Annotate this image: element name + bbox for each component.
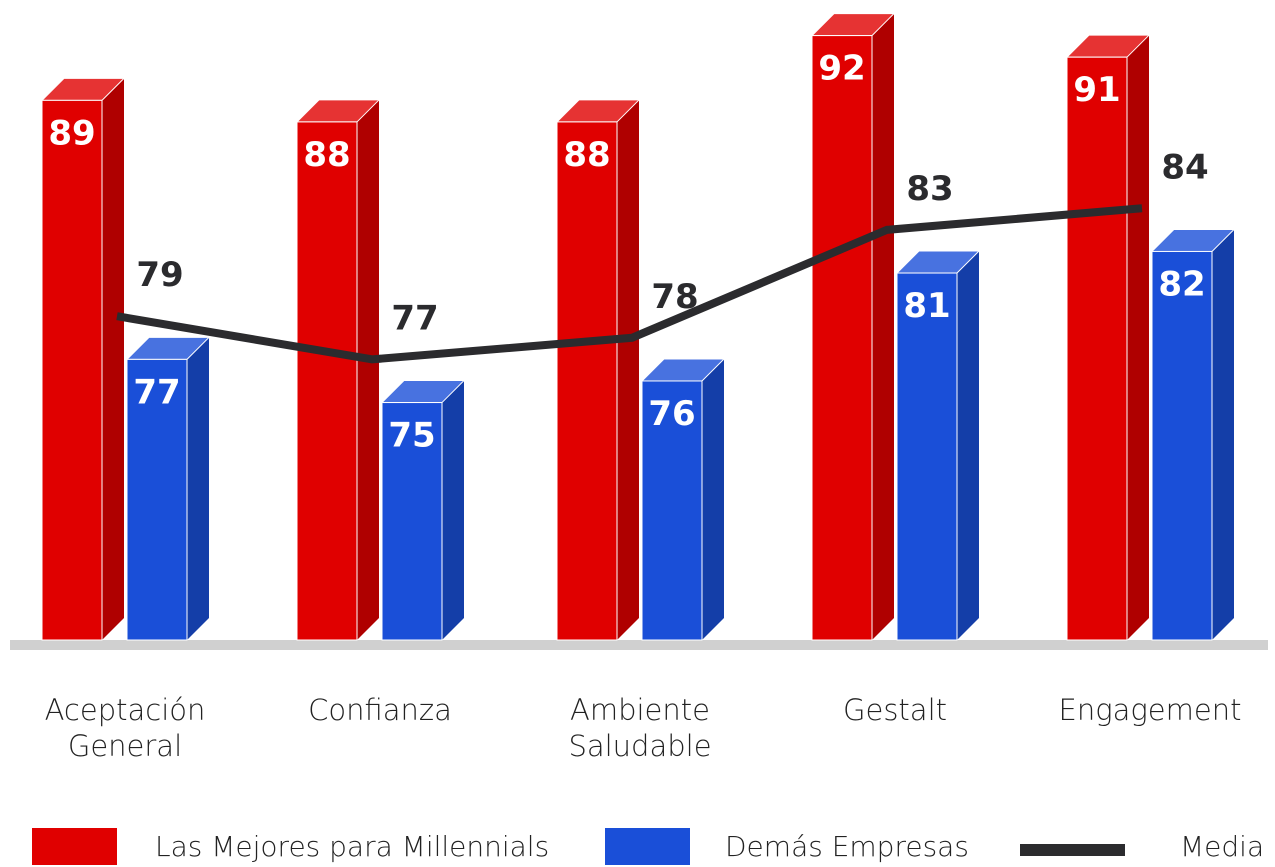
legend-label: Demás Empresas [725, 830, 969, 863]
x-tick-label: Aceptación General [44, 693, 206, 763]
bar-side [442, 380, 464, 640]
data-label: 88 [563, 135, 610, 175]
data-label: 89 [48, 113, 95, 153]
data-label: 92 [818, 49, 865, 89]
bar [896, 272, 958, 641]
bar [126, 358, 188, 641]
bar-side [957, 251, 979, 640]
x-tick-label: Engagement [1058, 693, 1242, 727]
bar-side [187, 337, 209, 640]
legend-swatch [1020, 844, 1125, 856]
bar-side [617, 99, 639, 641]
legend-label: Las Mejores para Millennials [155, 830, 550, 863]
legend-label: Media [1180, 830, 1265, 863]
legend-swatch [605, 828, 690, 865]
bar [1151, 250, 1213, 641]
data-label: 88 [303, 135, 350, 175]
x-tick-label: Gestalt [843, 693, 947, 727]
bar [811, 35, 873, 641]
data-label: 79 [136, 255, 183, 295]
data-label: 76 [648, 394, 695, 434]
bar-side [1127, 35, 1149, 640]
legend-swatch [32, 828, 117, 865]
data-label: 77 [133, 372, 180, 412]
bar [556, 121, 618, 641]
x-tick-label: Confianza [308, 693, 452, 727]
data-label: 78 [651, 277, 698, 317]
bar-side [872, 13, 894, 641]
bar [296, 121, 358, 641]
bar-side [357, 99, 379, 641]
bar-side [702, 358, 724, 640]
bar [641, 380, 703, 641]
x-tick-label: Ambiente Saludable [568, 693, 712, 763]
line [116, 204, 1143, 364]
data-label: 81 [903, 286, 950, 326]
bar [1066, 56, 1128, 641]
data-label: 77 [391, 298, 438, 338]
data-label: 84 [1161, 147, 1208, 187]
data-label: 83 [906, 169, 953, 209]
bar-side [102, 78, 124, 640]
data-label: 82 [1158, 264, 1205, 304]
baseline [10, 640, 1268, 650]
bar [41, 99, 103, 641]
bar-side [1212, 229, 1234, 640]
bar [381, 402, 443, 641]
data-label: 91 [1073, 70, 1120, 110]
data-label: 75 [388, 416, 435, 456]
